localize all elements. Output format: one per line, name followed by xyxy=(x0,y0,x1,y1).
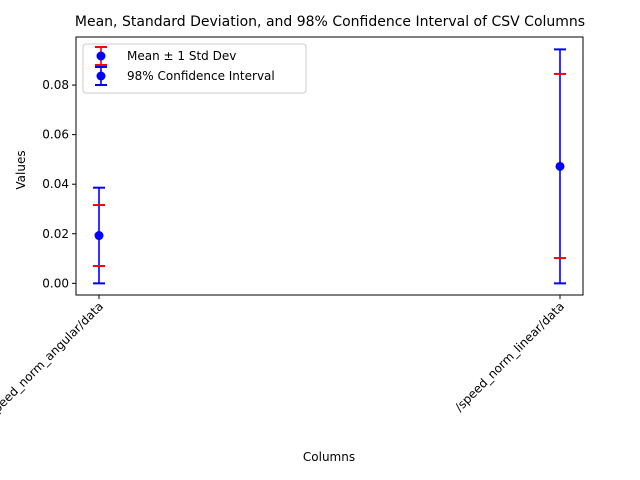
chart-title: Mean, Standard Deviation, and 98% Confid… xyxy=(75,14,585,30)
plot-area: 0.00 0.02 0.04 0.06 0.08/speed_norm_angular/… xyxy=(0,36,584,423)
legend-marker xyxy=(96,71,106,81)
y-tick-label: 0.06 xyxy=(42,128,69,142)
legend-box xyxy=(82,43,307,94)
x-tick-label: /speed_norm_linear/data xyxy=(452,299,567,414)
legend: Mean ± 1 Std Dev 98% Confidence Interval xyxy=(82,43,307,94)
y-axis-label: Values xyxy=(14,150,28,189)
mean-point xyxy=(555,161,565,171)
x-axis-label: Columns xyxy=(303,450,355,464)
legend-marker xyxy=(96,51,106,61)
y-tick-label: 0.00 xyxy=(42,276,69,290)
mean-point xyxy=(94,231,104,241)
y-tick-label: 0.04 xyxy=(42,177,69,191)
legend-entry: 98% Confidence Interval xyxy=(95,66,275,86)
x-tick-label: /speed_norm_angular/data xyxy=(0,299,106,422)
plot-frame xyxy=(75,36,584,296)
legend-label: 98% Confidence Interval xyxy=(127,69,275,83)
y-tick-label: 0.02 xyxy=(42,227,69,241)
legend-entry: Mean ± 1 Std Dev xyxy=(95,46,236,66)
y-tick-label: 0.08 xyxy=(42,78,69,92)
legend-label: Mean ± 1 Std Dev xyxy=(127,49,236,63)
